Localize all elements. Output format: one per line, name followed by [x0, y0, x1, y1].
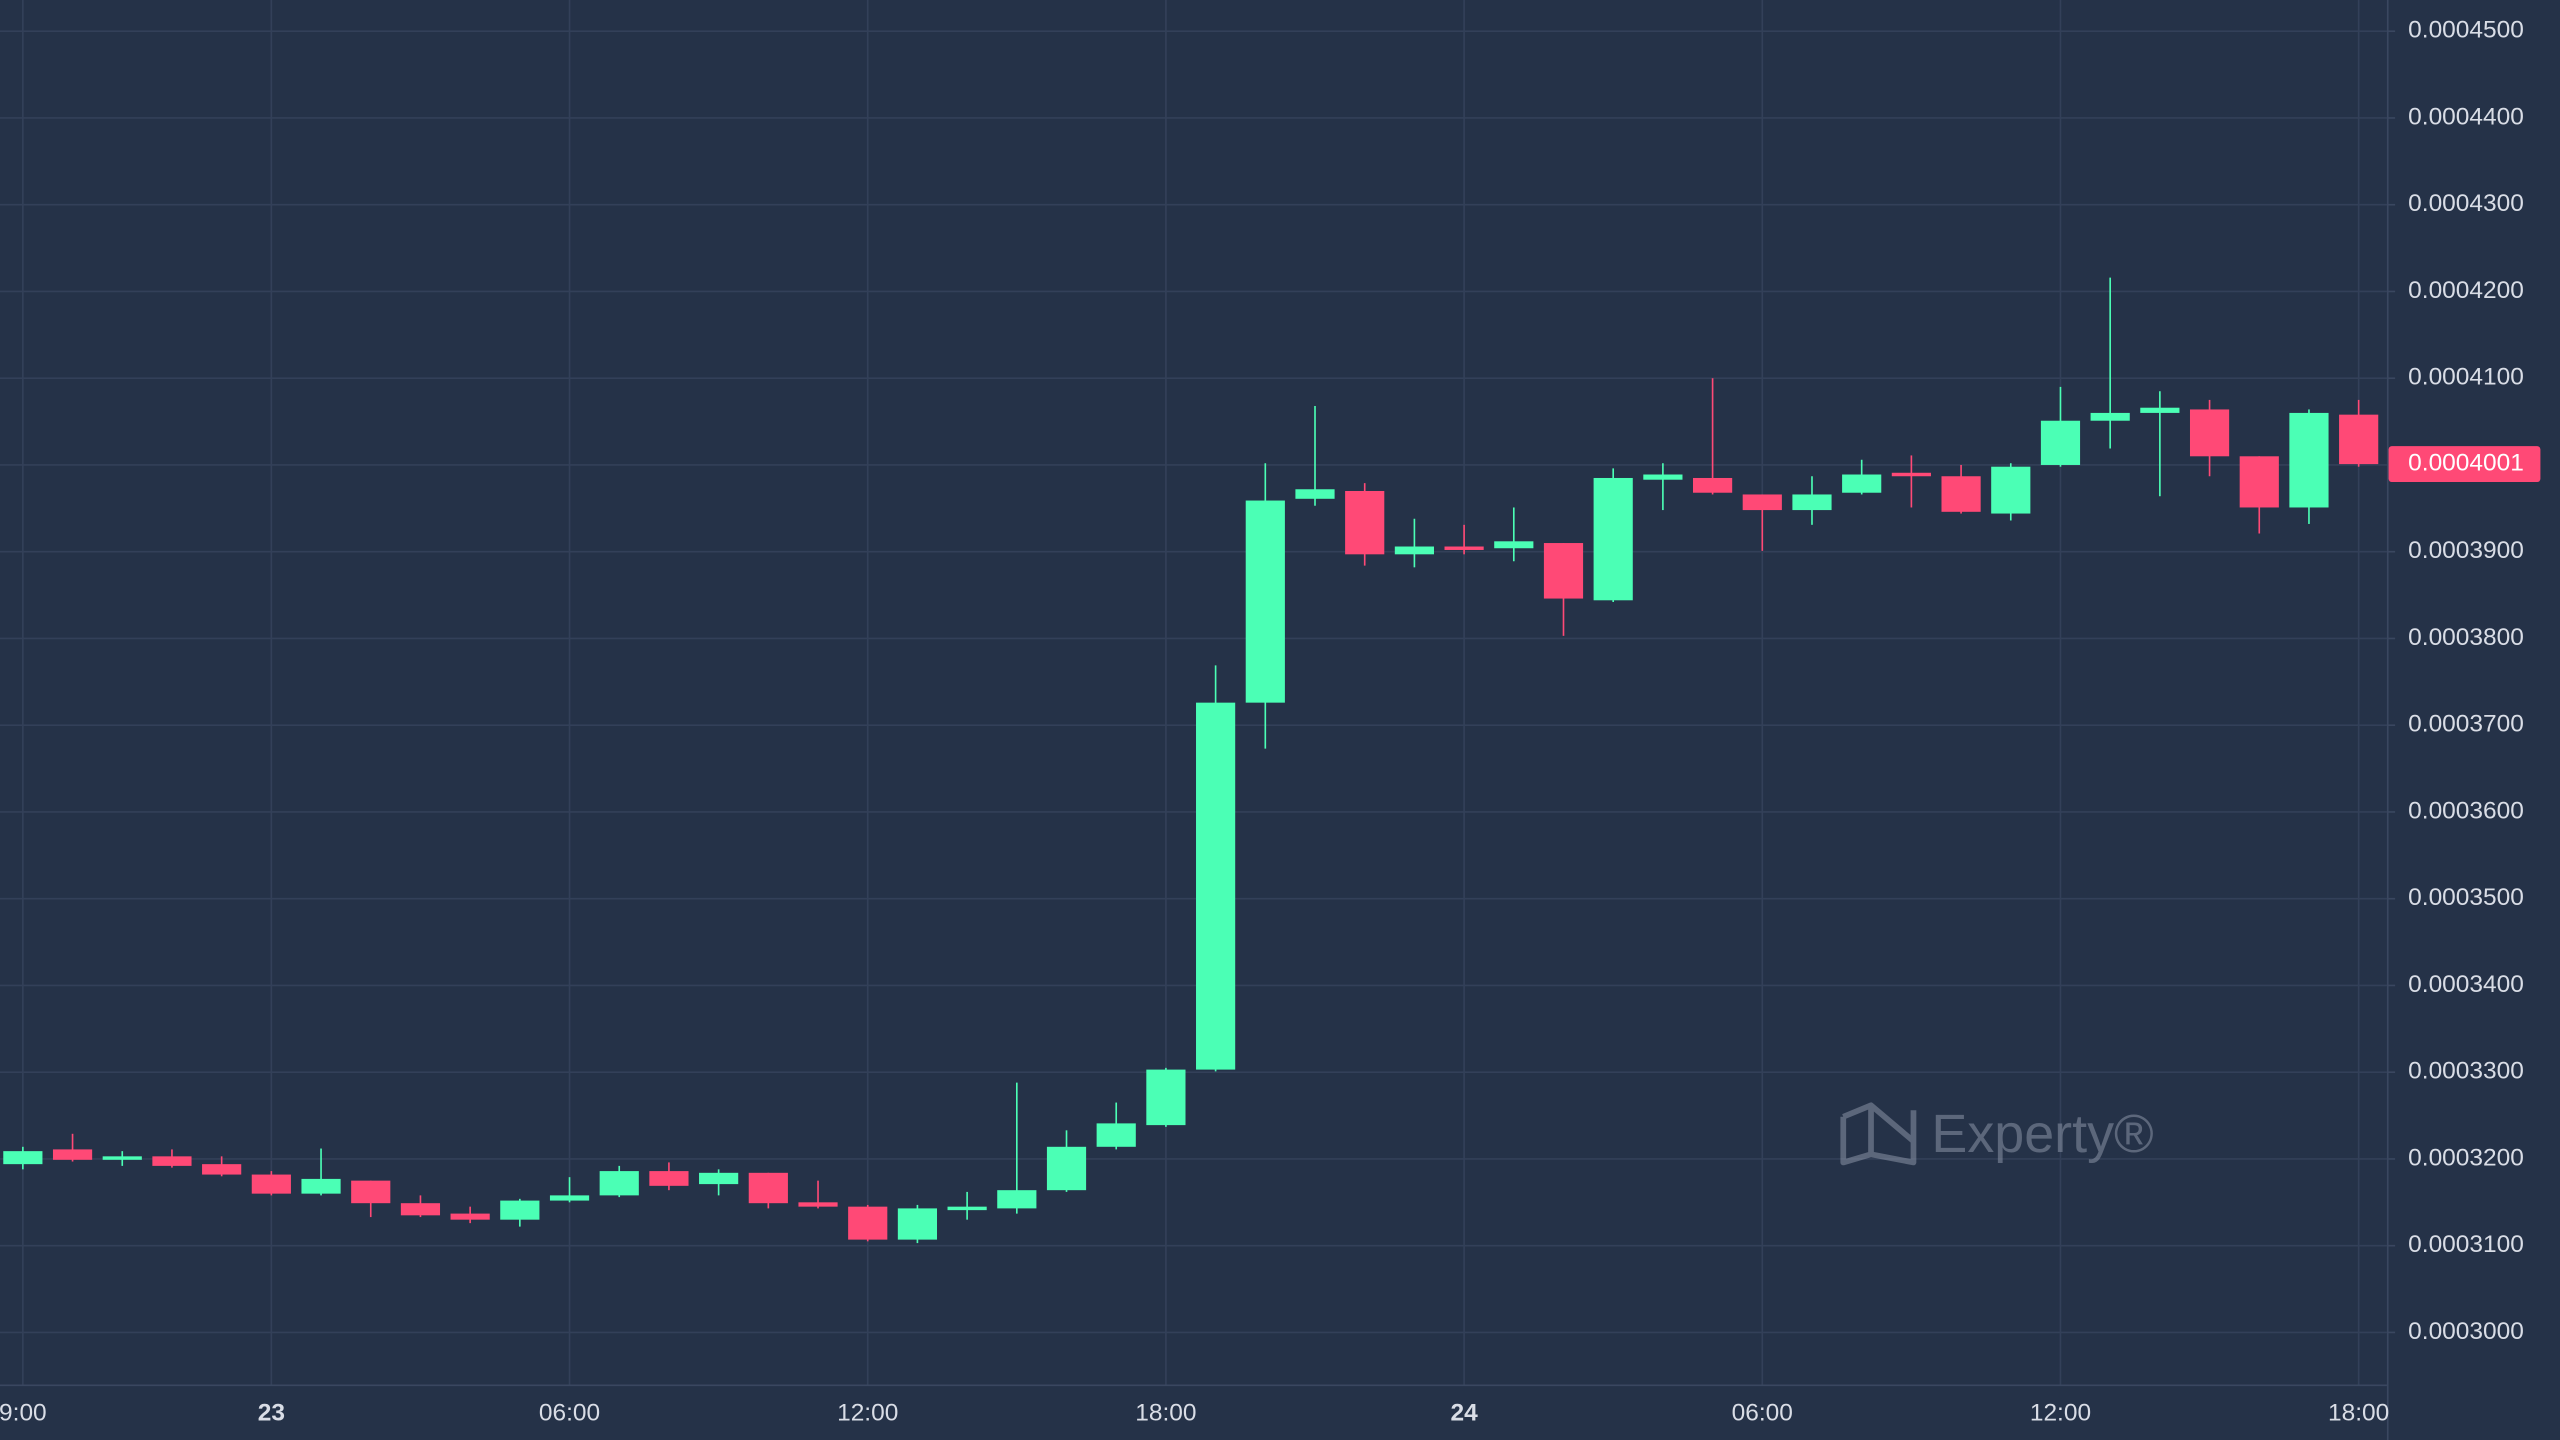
candle-body: [1394, 546, 1434, 555]
candle-body: [2140, 407, 2180, 413]
grid: [0, 0, 2387, 1385]
candle-body: [301, 1178, 341, 1194]
y-tick-label: 0.0003500: [2408, 884, 2524, 911]
candle-body: [3, 1151, 43, 1165]
candle-body: [1146, 1069, 1186, 1126]
candle-body: [798, 1202, 838, 1207]
x-tick-label: 12:00: [2030, 1399, 2091, 1426]
candle-body: [2040, 420, 2081, 465]
candle-body: [1345, 490, 1385, 555]
x-tick-label: 24: [1450, 1399, 1478, 1426]
candle-body: [947, 1206, 987, 1211]
y-tick-label: 0.0004200: [2408, 277, 2524, 304]
candle-body: [251, 1174, 291, 1194]
candle-body: [549, 1195, 590, 1201]
candle-body: [2339, 414, 2379, 465]
watermark: Experty®: [1840, 1102, 2154, 1166]
candle-body: [351, 1180, 391, 1204]
axes: 0.0003000 0.0003100 0.0003200 0.0003300 0.00…: [0, 17, 2541, 1426]
candle-body: [1891, 472, 1931, 477]
x-tick-label: 18:00: [1135, 1399, 1196, 1426]
y-tick-label: 0.0004300: [2408, 190, 2524, 217]
y-tick-label: 0.0003900: [2408, 537, 2524, 564]
candle-body: [450, 1213, 490, 1220]
candle-body: [1742, 494, 1782, 511]
y-tick-label: 0.0004400: [2408, 103, 2524, 130]
last-price-box: [2388, 446, 2541, 483]
candles: [3, 277, 2379, 1244]
candle-body: [1494, 541, 1534, 549]
candle-body: [1543, 543, 1584, 599]
candle-body: [1245, 500, 1285, 703]
candle-body: [1295, 489, 1335, 499]
candle-body: [1046, 1146, 1087, 1191]
candle-body: [52, 1149, 93, 1160]
watermark-text: Experty®: [1931, 1104, 2153, 1164]
x-tick-label: 06:00: [1732, 1399, 1793, 1426]
y-tick-label: 0.0003100: [2408, 1231, 2524, 1258]
x-tick-label: 06:00: [539, 1399, 600, 1426]
y-tick-label: 0.0003200: [2408, 1144, 2524, 1171]
y-tick-label: 0.0004500: [2408, 17, 2524, 44]
candle-body: [2239, 456, 2279, 508]
candle-body: [1643, 474, 1683, 480]
x-tick-label: 12:00: [837, 1399, 898, 1426]
y-tick-label: 0.0004100: [2408, 364, 2524, 391]
x-tick-label: 18:00: [2328, 1399, 2389, 1426]
y-tick-label: 0.0003700: [2408, 711, 2524, 738]
candle-body: [1692, 477, 1733, 493]
y-tick-label: 0.0003400: [2408, 971, 2524, 998]
y-tick-label: 0.0003000: [2408, 1318, 2524, 1345]
candle-body: [699, 1172, 739, 1185]
candle-body: [1842, 474, 1882, 493]
candle-body: [1593, 477, 1633, 601]
candle-body: [997, 1190, 1037, 1209]
candle-body: [1792, 494, 1832, 511]
candle-body: [1941, 476, 1981, 512]
candle-body: [1196, 702, 1236, 1070]
candle-body: [897, 1208, 938, 1240]
candle-body: [2090, 412, 2130, 421]
candle-body: [848, 1206, 888, 1240]
candle-body: [152, 1156, 192, 1166]
candle-body: [2289, 412, 2329, 508]
candle-body: [1096, 1123, 1136, 1147]
candle-body: [599, 1171, 639, 1196]
last-price-label: 0.0004001: [2408, 450, 2524, 477]
candle-body: [649, 1171, 689, 1186]
y-tick-label: 0.0003600: [2408, 797, 2524, 824]
candle-body: [202, 1164, 242, 1175]
candle-body: [1444, 546, 1484, 550]
y-tick-label: 0.0003300: [2408, 1058, 2524, 1085]
x-tick-label: 9:00: [0, 1399, 47, 1426]
candle-body: [102, 1156, 142, 1160]
candle-body: [400, 1203, 441, 1216]
y-tick-label: 0.0003800: [2408, 624, 2524, 651]
candle-body: [1991, 466, 2031, 514]
watermark-logo: [1840, 1102, 1917, 1166]
candle-body: [748, 1172, 788, 1204]
x-tick-label: 23: [258, 1399, 285, 1426]
candle-body: [500, 1200, 540, 1220]
candle-body: [2189, 409, 2230, 457]
